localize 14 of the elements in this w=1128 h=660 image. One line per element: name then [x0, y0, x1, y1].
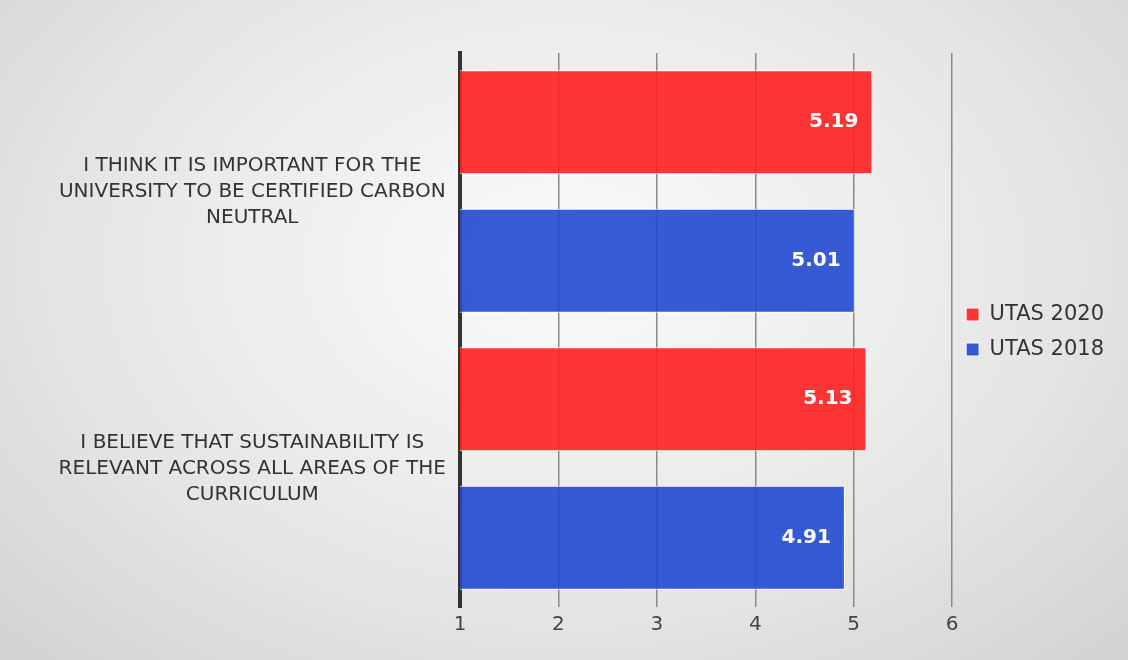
y-tick-label: I BELIEVE THAT SUSTAINABILITY IS RELEVANT ACROSS ALL AREAS OF THE CURRICULUM	[58, 428, 446, 505]
x-tick-label: 1	[453, 611, 467, 636]
legend-label: UTAS 2018	[989, 335, 1105, 360]
data-label: 5.01	[791, 246, 841, 271]
y-tick-label: I THINK IT IS IMPORTANT FOR THE UNIVERSITY TO BE CERTIFIED CARBON NEUTRAL	[58, 151, 446, 228]
x-tick-label: 4	[748, 611, 762, 636]
data-label: 4.91	[781, 523, 831, 548]
x-tick-label: 3	[650, 611, 664, 636]
data-label: 5.19	[809, 108, 859, 133]
legend-label: UTAS 2020	[989, 300, 1105, 325]
data-label: 5.13	[803, 385, 853, 410]
x-tick-label: 5	[847, 611, 861, 636]
x-tick-label: 2	[552, 611, 565, 636]
x-tick-label: 6	[945, 611, 959, 636]
